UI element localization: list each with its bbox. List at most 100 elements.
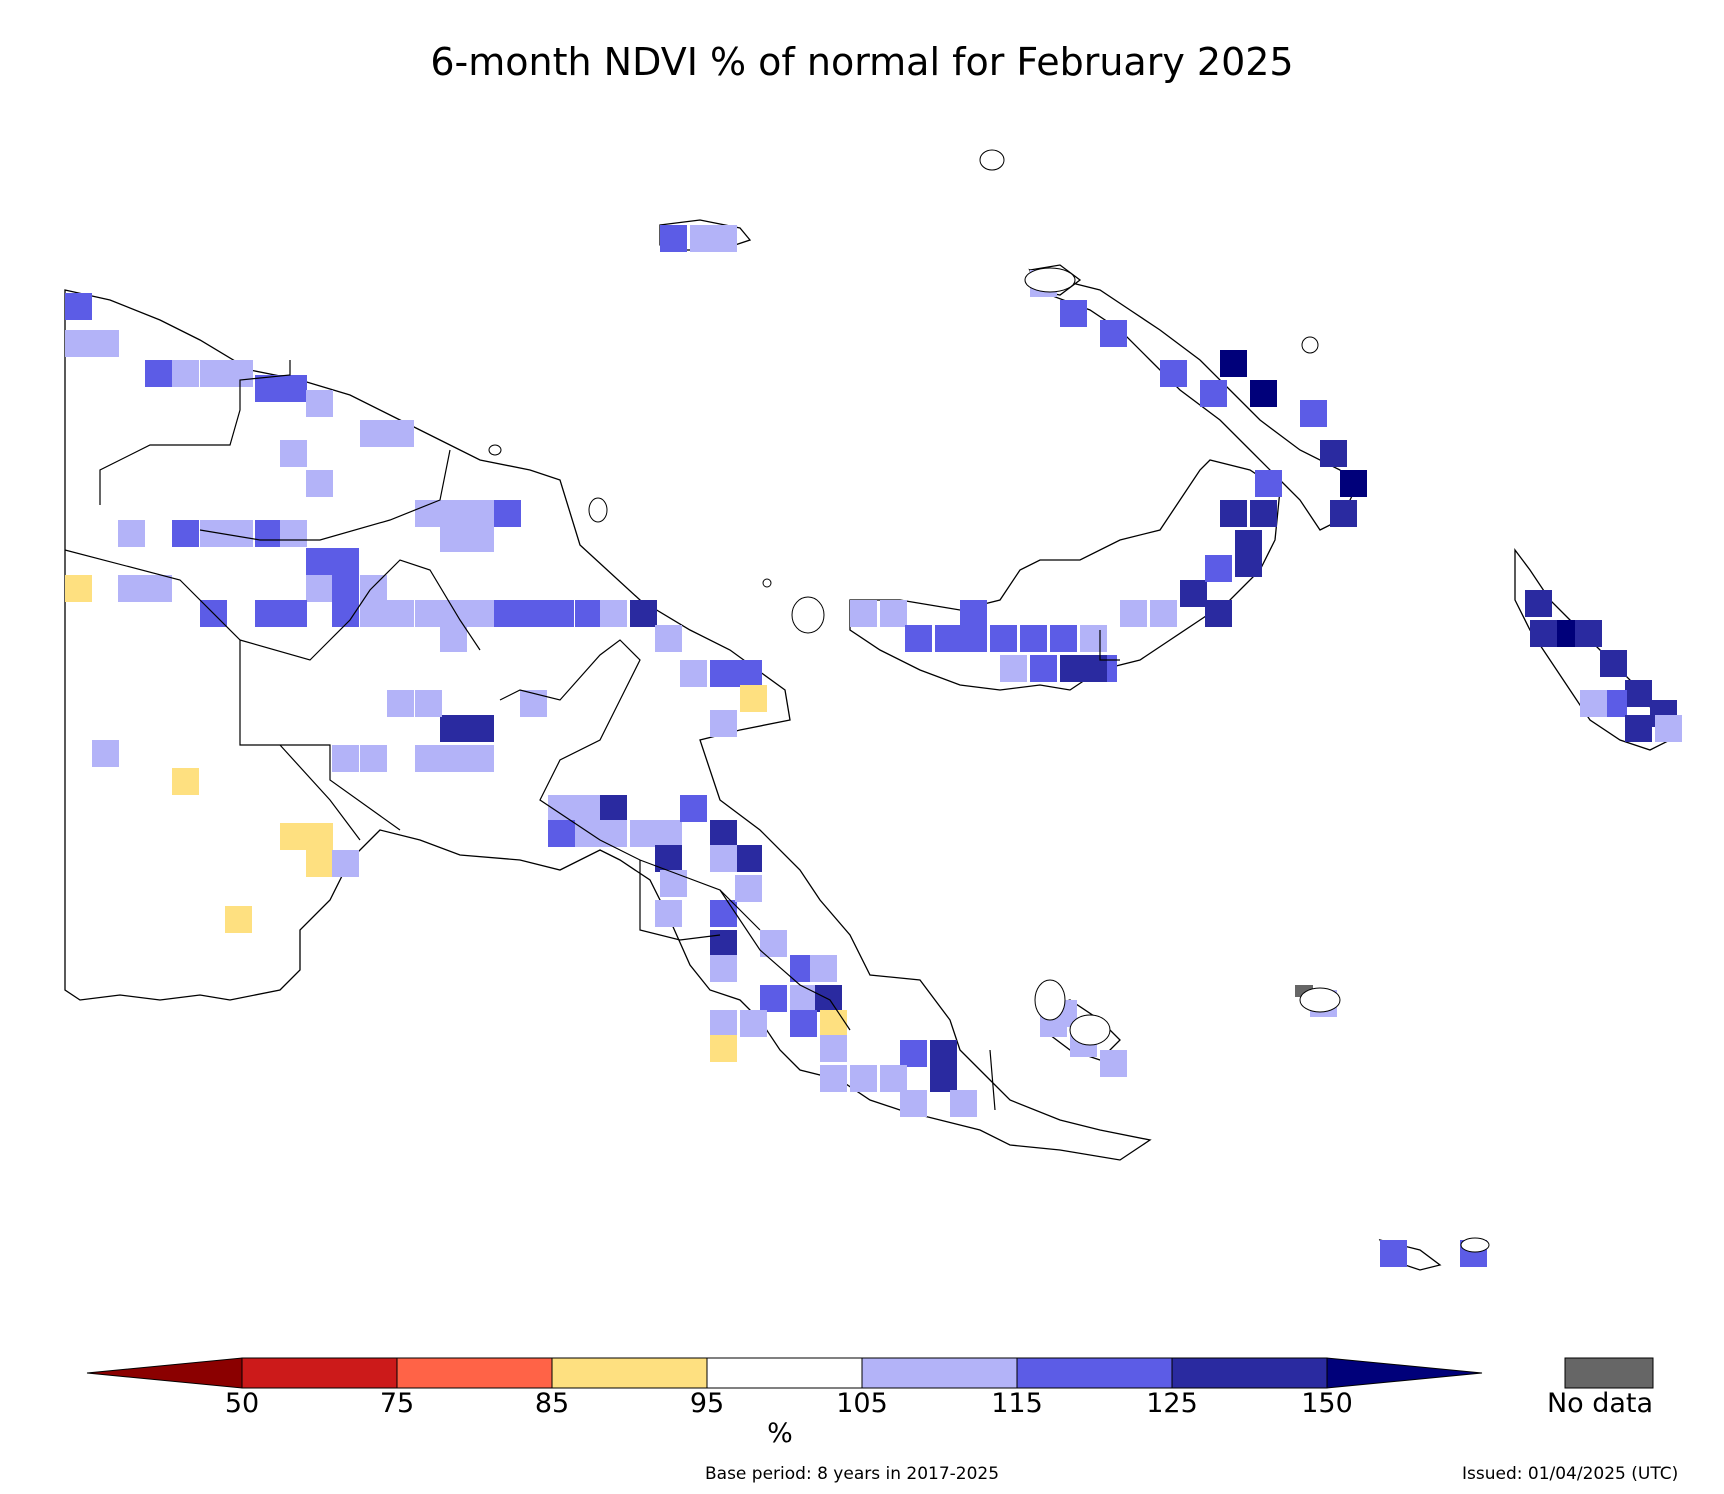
ndvi-cell — [900, 1090, 927, 1117]
ndvi-cell — [306, 548, 333, 575]
ndvi-cell — [710, 845, 737, 872]
ndvi-cell — [1530, 620, 1557, 647]
ndvi-cell — [950, 1090, 977, 1117]
no-data-label: No data — [1546, 1388, 1654, 1419]
ndvi-cell — [280, 375, 307, 402]
ndvi-cell — [255, 600, 282, 627]
ndvi-cell — [415, 745, 442, 772]
ndvi-cell — [990, 625, 1017, 652]
ndvi-cell — [850, 600, 877, 627]
ndvi-cell — [735, 845, 762, 872]
ndvi-cell — [332, 745, 359, 772]
ndvi-cell — [467, 745, 494, 772]
ndvi-cell — [440, 525, 467, 552]
colorbar-extend-low — [86, 1357, 243, 1389]
ndvi-cell — [306, 575, 333, 602]
ndvi-cell — [815, 985, 842, 1012]
colorbar-bin — [706, 1357, 863, 1389]
ndvi-cell — [467, 525, 494, 552]
ndvi-cell — [306, 850, 333, 877]
colorbar-tick: 105 — [836, 1388, 888, 1419]
ndvi-cell — [440, 745, 467, 772]
no-data-swatch — [1564, 1357, 1654, 1389]
province-borders — [64, 360, 1120, 1111]
ndvi-cell — [226, 520, 253, 547]
colorbar-tick: 115 — [991, 1388, 1043, 1419]
ndvi-cell — [735, 660, 762, 687]
ndvi-cell — [440, 500, 467, 527]
ndvi-cell — [760, 930, 787, 957]
ndvi-cell — [655, 625, 682, 652]
colorbar-bin — [1016, 1357, 1173, 1389]
ndvi-cell — [575, 795, 602, 822]
colorbar-tick: 150 — [1301, 1388, 1353, 1419]
ndvi-cell — [1220, 500, 1247, 527]
ndvi-cell — [1250, 500, 1277, 527]
colorbar-bin — [551, 1357, 708, 1389]
ndvi-cell — [200, 360, 227, 387]
ndvi-cell — [1340, 470, 1367, 497]
colorbar-tick: 95 — [689, 1388, 725, 1419]
ndvi-cell — [360, 600, 387, 627]
ndvi-cell — [1180, 580, 1207, 607]
ndvi-cell — [710, 1010, 737, 1037]
ndvi-cell — [710, 930, 737, 957]
ndvi-cell — [960, 600, 987, 627]
ndvi-cell — [1200, 380, 1227, 407]
ndvi-cell — [930, 1040, 957, 1067]
ndvi-cell — [740, 1010, 767, 1037]
ndvi-cell — [850, 1065, 877, 1092]
colorbar-tick: 125 — [1146, 1388, 1198, 1419]
ndvi-cell — [1255, 470, 1282, 497]
ndvi-cell — [1575, 620, 1602, 647]
ndvi-cell — [1300, 400, 1327, 427]
ndvi-cell — [415, 600, 442, 627]
ndvi-cell — [710, 660, 737, 687]
ndvi-cell — [790, 1010, 817, 1037]
ndvi-cell — [655, 845, 682, 872]
colorbar — [86, 1357, 1654, 1389]
base-period-note: Base period: 8 years in 2017-2025 — [705, 1464, 1000, 1484]
ndvi-cell — [710, 225, 737, 252]
colorbar-tick: 50 — [224, 1388, 260, 1419]
ndvi-cell — [1020, 625, 1047, 652]
ndvi-cell — [387, 600, 414, 627]
ndvi-cell — [118, 520, 145, 547]
ndvi-cell — [332, 548, 359, 575]
ndvi-cell — [467, 500, 494, 527]
ndvi-cell — [520, 600, 547, 627]
ndvi-cell — [680, 660, 707, 687]
ndvi-cell — [1600, 650, 1627, 677]
ndvi-cell — [306, 390, 333, 417]
ndvi-cell — [387, 420, 414, 447]
ndvi-cell — [1120, 600, 1147, 627]
ndvi-cell — [1050, 625, 1077, 652]
ndvi-cell — [600, 600, 627, 627]
ndvi-cell — [547, 600, 574, 627]
ndvi-cell — [172, 520, 199, 547]
ndvi-cell — [440, 625, 467, 652]
ndvi-cell — [92, 330, 119, 357]
ndvi-cell — [710, 710, 737, 737]
ndvi-cell — [306, 470, 333, 497]
ndvi-cell — [905, 625, 932, 652]
ndvi-cell — [1100, 320, 1127, 347]
ndvi-cell — [415, 690, 442, 717]
ndvi-cell — [1160, 360, 1187, 387]
ndvi-cell — [172, 360, 199, 387]
ndvi-cell — [494, 500, 521, 527]
ndvi-cell — [1100, 1050, 1127, 1077]
ndvi-grid-cells — [65, 225, 1682, 1267]
ndvi-cell — [332, 575, 359, 602]
map-title: 6-month NDVI % of normal for February 20… — [430, 40, 1294, 84]
ndvi-cell — [1150, 600, 1177, 627]
ndvi-cell — [1205, 555, 1232, 582]
ndvi-cell — [1235, 550, 1262, 577]
issued-date: Issued: 01/04/2025 (UTC) — [1462, 1464, 1679, 1484]
ndvi-cell — [280, 520, 307, 547]
ndvi-cell — [360, 420, 387, 447]
ndvi-cell — [548, 820, 575, 847]
ndvi-cell — [880, 600, 907, 627]
ndvi-cell — [810, 955, 837, 982]
